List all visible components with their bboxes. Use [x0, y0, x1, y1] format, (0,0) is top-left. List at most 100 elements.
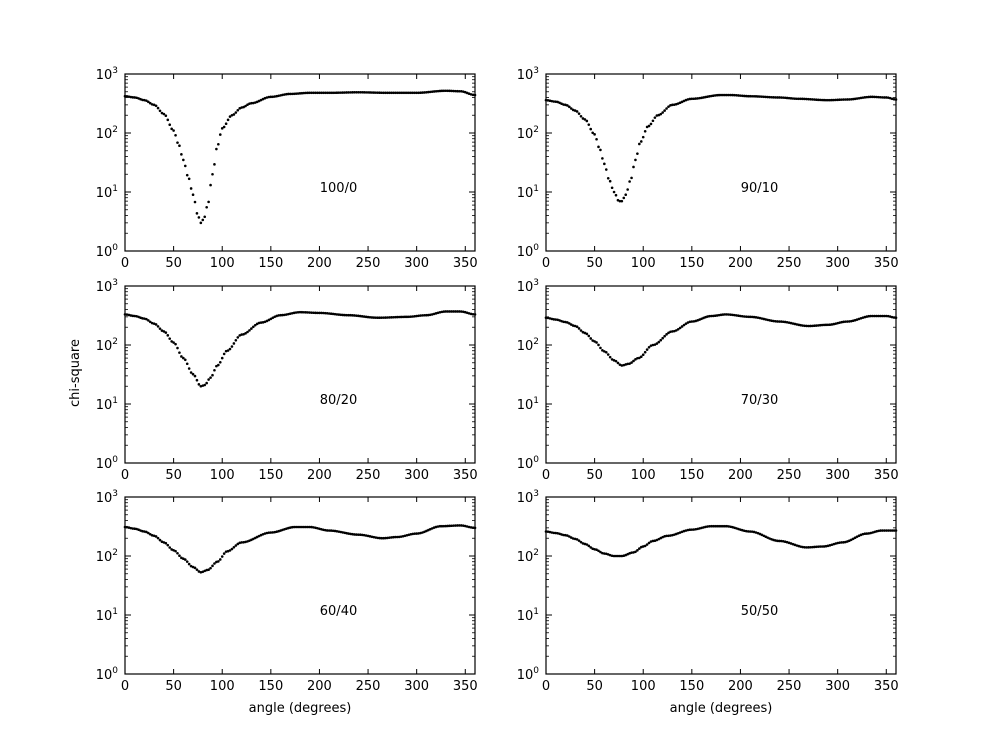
data-point: [434, 89, 438, 93]
data-point: [232, 342, 236, 345]
data-point: [708, 524, 711, 528]
data-point: [287, 92, 290, 96]
data-point: [273, 530, 277, 534]
data-point: [548, 99, 552, 102]
data-point: [376, 536, 380, 540]
data-point: [419, 91, 422, 95]
data-point: [721, 93, 725, 97]
data-point: [834, 542, 838, 545]
data-point: [444, 89, 448, 93]
data-point: [164, 331, 168, 334]
data-point: [393, 535, 397, 539]
data-point: [207, 568, 210, 572]
data-point: [432, 90, 436, 93]
data-point: [564, 320, 567, 324]
data-point: [318, 527, 321, 531]
data-point: [700, 96, 703, 100]
data-point: [626, 188, 629, 191]
data-point: [634, 550, 637, 554]
data-point: [372, 91, 376, 94]
data-point: [242, 332, 245, 336]
data-point: [269, 95, 273, 99]
x-tick-label: 250: [356, 679, 381, 694]
data-point: [358, 533, 362, 537]
data-point: [807, 546, 810, 549]
data-point: [702, 96, 705, 99]
data-point: [372, 535, 376, 539]
data-point: [353, 91, 356, 94]
data-point: [413, 532, 417, 535]
data-point: [770, 319, 773, 323]
data-point: [166, 543, 170, 547]
data-point: [174, 342, 177, 346]
data-point: [347, 91, 350, 94]
data-point: [706, 315, 709, 318]
data-point: [659, 338, 663, 342]
data-point: [427, 528, 430, 532]
data-point: [601, 349, 604, 352]
data-point: [417, 91, 420, 95]
data-point: [680, 325, 684, 328]
x-tick-label: 300: [404, 468, 429, 483]
data-point: [395, 535, 399, 539]
data-point: [645, 543, 649, 546]
data-point: [863, 315, 867, 319]
data-point: [727, 93, 731, 97]
data-point: [252, 101, 255, 105]
x-tick-label: 200: [307, 468, 332, 483]
x-tick-label: 250: [777, 468, 802, 483]
data-point: [275, 94, 278, 98]
data-point: [158, 109, 162, 113]
data-point: [871, 95, 874, 99]
data-point: [230, 547, 234, 551]
data-point: [822, 323, 826, 327]
data-point: [669, 330, 672, 334]
data-point: [867, 95, 871, 99]
data-point: [357, 314, 360, 318]
y-tick-label: 103: [96, 66, 118, 83]
data-point: [222, 552, 226, 555]
data-point: [741, 314, 744, 318]
data-point: [706, 525, 709, 528]
data-point: [604, 168, 608, 171]
data-point: [894, 98, 898, 101]
data-point: [178, 554, 181, 558]
panel-annotation: 50/50: [741, 604, 778, 619]
data-point: [772, 96, 775, 99]
data-point: [131, 96, 135, 99]
data-point: [411, 91, 415, 95]
data-point: [390, 536, 393, 539]
data-point: [127, 313, 131, 317]
data-point: [671, 103, 674, 107]
y-tick-label: 103: [517, 489, 539, 506]
panels-layer: 0 50 100 150 200 250 300 350 100 101 102 103 100/0 0 5…: [96, 66, 899, 694]
data-point: [456, 89, 459, 93]
data-point: [618, 363, 622, 366]
data-point: [343, 91, 347, 94]
y-tick-label: 102: [517, 337, 539, 354]
data-point: [386, 536, 389, 540]
data-point: [345, 91, 348, 94]
data-point: [168, 546, 172, 549]
data-point: [717, 313, 721, 317]
data-point: [879, 95, 882, 99]
data-point: [403, 91, 407, 95]
data-point: [636, 356, 639, 360]
data-point: [263, 320, 267, 324]
data-point: [744, 94, 748, 98]
data-point: [636, 549, 639, 552]
data-point: [473, 526, 477, 530]
data-point: [265, 96, 269, 99]
data-point: [838, 321, 841, 324]
data-point: [360, 91, 364, 94]
data-point: [828, 98, 832, 102]
x-axis-label-right: angle (degrees): [670, 701, 773, 716]
data-point: [626, 552, 629, 556]
data-point: [440, 89, 444, 93]
data-point: [358, 90, 362, 94]
data-point: [811, 545, 814, 549]
data-point: [741, 528, 744, 532]
data-point: [364, 534, 368, 537]
data-point: [890, 315, 894, 319]
data-point: [807, 324, 810, 328]
